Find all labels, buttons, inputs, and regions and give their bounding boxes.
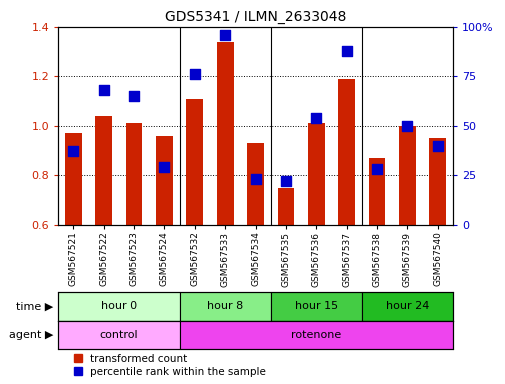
Point [402,123,411,129]
Bar [368,158,385,225]
Bar [277,187,294,225]
Point [372,166,380,172]
Point [130,93,138,99]
Bar [126,123,142,225]
Bar [247,143,264,225]
Point [69,148,77,154]
FancyBboxPatch shape [179,292,270,321]
Bar [95,116,112,225]
Point [433,142,441,149]
Legend: transformed count, percentile rank within the sample: transformed count, percentile rank withi… [73,354,266,377]
Point [160,164,168,170]
Point [190,71,198,78]
Text: hour 8: hour 8 [207,301,243,311]
Bar [65,133,82,225]
Text: agent ▶: agent ▶ [9,330,53,340]
Bar [186,99,203,225]
Bar [429,138,445,225]
Bar [217,42,233,225]
Point [221,32,229,38]
FancyBboxPatch shape [270,292,361,321]
Text: time ▶: time ▶ [16,301,53,311]
FancyBboxPatch shape [58,292,179,321]
FancyBboxPatch shape [179,321,452,349]
FancyBboxPatch shape [361,292,452,321]
Text: control: control [99,330,138,340]
FancyBboxPatch shape [58,321,179,349]
Point [312,115,320,121]
Point [281,178,289,184]
Bar [307,123,324,225]
Text: hour 24: hour 24 [385,301,428,311]
Text: rotenone: rotenone [290,330,341,340]
Text: hour 0: hour 0 [100,301,137,311]
Point [342,48,350,54]
Bar [156,136,173,225]
Text: hour 15: hour 15 [294,301,337,311]
Bar [337,79,355,225]
Point [99,87,108,93]
Bar [398,126,415,225]
Title: GDS5341 / ILMN_2633048: GDS5341 / ILMN_2633048 [165,10,345,25]
Point [251,176,259,182]
